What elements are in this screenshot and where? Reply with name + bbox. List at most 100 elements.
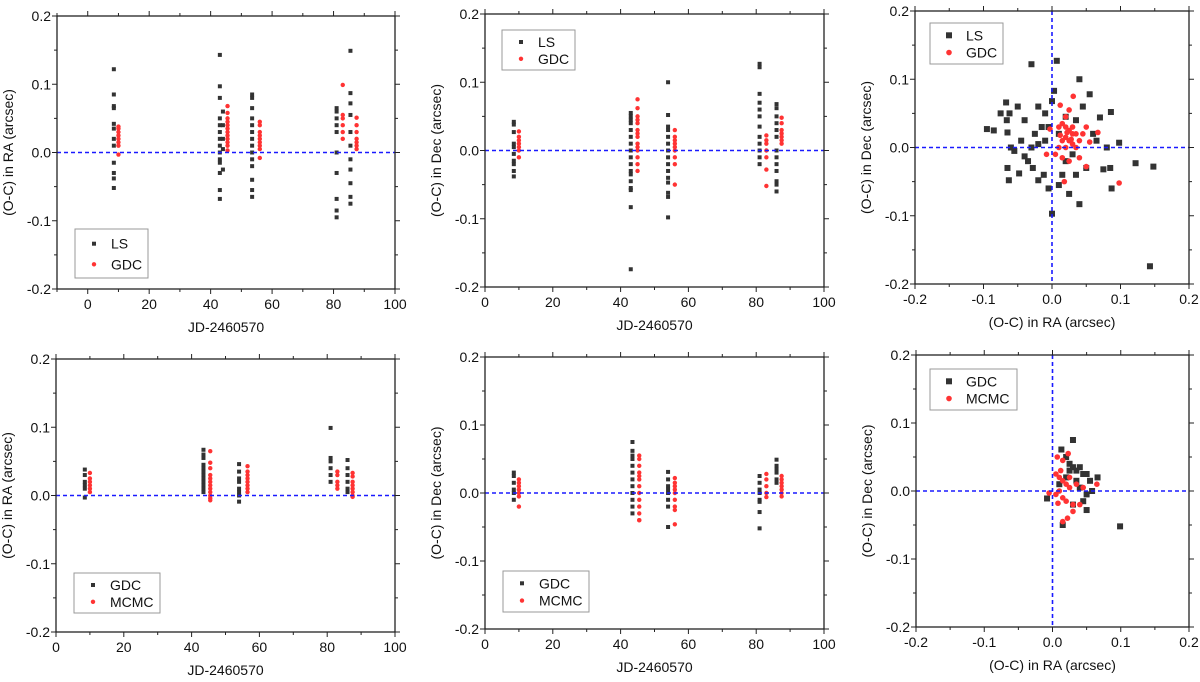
data-point-gdc bbox=[201, 462, 206, 467]
data-point-mcmc bbox=[1066, 484, 1073, 491]
data-point-ls bbox=[628, 134, 633, 139]
data-point-gdc bbox=[257, 136, 262, 142]
x-tick-label: 40 bbox=[613, 636, 629, 652]
data-point-ls bbox=[1107, 164, 1114, 171]
data-point-ls bbox=[1003, 117, 1010, 124]
data-point-gdc bbox=[328, 473, 333, 478]
legend: LS GDC bbox=[929, 22, 1004, 65]
data-point-ls bbox=[1059, 171, 1066, 178]
data-point-ls bbox=[1042, 137, 1049, 144]
data-point-ls bbox=[1132, 160, 1139, 167]
data-point-gdc bbox=[354, 136, 359, 142]
data-point-gdc bbox=[635, 117, 640, 122]
data-point-ls bbox=[250, 194, 255, 199]
data-point-gdc bbox=[1076, 154, 1083, 161]
data-point-ls bbox=[217, 130, 222, 135]
y-tick-label: -0.2 bbox=[27, 281, 51, 297]
data-point-gdc bbox=[779, 134, 784, 140]
data-point-mcmc bbox=[1056, 474, 1063, 481]
data-point-ls bbox=[111, 143, 116, 148]
data-point-gdc bbox=[630, 457, 635, 461]
data-point-ls bbox=[628, 205, 633, 210]
data-point-mcmc bbox=[350, 489, 355, 495]
data-point-gdc bbox=[630, 504, 635, 509]
x-tick-label: 80 bbox=[748, 636, 764, 652]
data-point-mcmc bbox=[672, 487, 678, 492]
data-point-ls bbox=[774, 179, 779, 184]
data-point-mcmc bbox=[335, 483, 340, 488]
data-point-mcmc bbox=[335, 486, 340, 491]
legend-marker-circle bbox=[90, 599, 96, 604]
y-axis-label: (O-C) in Dec (arcsec) bbox=[859, 424, 875, 557]
data-point-ls bbox=[1072, 117, 1079, 124]
data-point-gdc bbox=[1059, 137, 1066, 144]
data-point-gdc bbox=[1062, 134, 1069, 141]
legend-marker-square bbox=[91, 583, 95, 587]
data-point-ls bbox=[757, 91, 762, 96]
data-point-gdc bbox=[257, 143, 262, 148]
x-tick-label: 100 bbox=[383, 639, 407, 655]
data-point-gdc bbox=[635, 148, 640, 153]
x-tick-label: 40 bbox=[184, 639, 200, 655]
x-tick-label: 20 bbox=[545, 294, 561, 310]
x-tick-label: 0 bbox=[84, 296, 92, 312]
x-tick-label: 0.2 bbox=[1179, 634, 1199, 650]
data-point-gdc bbox=[225, 126, 230, 131]
data-point-mcmc bbox=[672, 522, 678, 527]
data-point-ls bbox=[757, 162, 762, 167]
data-point-gdc bbox=[1076, 484, 1083, 491]
data-point-mcmc bbox=[245, 486, 250, 491]
data-point-ls bbox=[1016, 170, 1023, 177]
data-point-gdc bbox=[1059, 120, 1066, 127]
data-point-ls bbox=[666, 168, 671, 173]
data-point-gdc bbox=[201, 447, 206, 452]
data-point-ls bbox=[220, 147, 225, 152]
data-point-gdc bbox=[630, 484, 635, 489]
data-point-ls bbox=[774, 155, 779, 160]
y-tick-label: -0.2 bbox=[885, 276, 909, 292]
data-point-mcmc bbox=[208, 486, 213, 491]
data-point-ls bbox=[250, 92, 255, 97]
data-point-mcmc bbox=[87, 486, 93, 491]
data-point-ls bbox=[666, 128, 671, 133]
data-point-ls bbox=[1035, 177, 1042, 184]
y-tick-label: -0.1 bbox=[885, 208, 909, 224]
data-point-gdc bbox=[1066, 107, 1072, 113]
data-point-mcmc bbox=[87, 470, 93, 476]
data-point-ls bbox=[628, 267, 633, 272]
data-point-ls bbox=[628, 117, 633, 122]
y-tick-label: 0.2 bbox=[460, 6, 480, 22]
data-point-gdc bbox=[672, 127, 678, 133]
data-point-mcmc bbox=[672, 480, 678, 485]
data-point-mcmc bbox=[672, 497, 678, 502]
data-point-ls bbox=[1003, 99, 1010, 106]
data-point-ls bbox=[348, 130, 353, 135]
data-point-mcmc bbox=[1059, 495, 1066, 501]
data-point-gdc bbox=[201, 490, 206, 495]
panel-3: -0.2 -0.1 0.0 0.1 0.2 -0.2 -0.1 0.0 0.1 0.2 (O-C) … bbox=[858, 3, 1199, 330]
data-point-ls bbox=[757, 100, 762, 105]
y-tick-label: -0.2 bbox=[26, 624, 50, 640]
data-point-gdc bbox=[1083, 471, 1090, 477]
data-point-mcmc bbox=[245, 476, 250, 481]
data-point-ls bbox=[217, 52, 222, 57]
data-point-mcmc bbox=[1065, 450, 1071, 457]
data-point-ls bbox=[511, 130, 516, 135]
panel-6: -0.2 -0.1 0.0 0.1 0.2 -0.2 -0.1 0.0 0.1 0.2 (O-C) … bbox=[859, 347, 1199, 673]
y-tick-label: -0.2 bbox=[455, 279, 479, 295]
data-point-gdc bbox=[257, 155, 262, 161]
data-point-ls bbox=[220, 109, 225, 114]
data-point-ls bbox=[348, 91, 353, 96]
data-point-ls bbox=[1038, 124, 1045, 131]
data-point-ls bbox=[217, 84, 222, 89]
data-point-gdc bbox=[1070, 93, 1077, 100]
data-point-mcmc bbox=[1070, 508, 1076, 515]
data-point-mcmc bbox=[764, 477, 769, 482]
x-tick-label: 0.1 bbox=[1111, 634, 1131, 650]
data-point-mcmc bbox=[672, 507, 678, 513]
data-point-ls bbox=[666, 113, 671, 118]
data-point-ls bbox=[1100, 166, 1107, 173]
data-point-ls bbox=[757, 107, 762, 112]
data-point-ls bbox=[111, 104, 116, 109]
y-axis-label: (O-C) in Dec (arcsec) bbox=[858, 81, 874, 214]
